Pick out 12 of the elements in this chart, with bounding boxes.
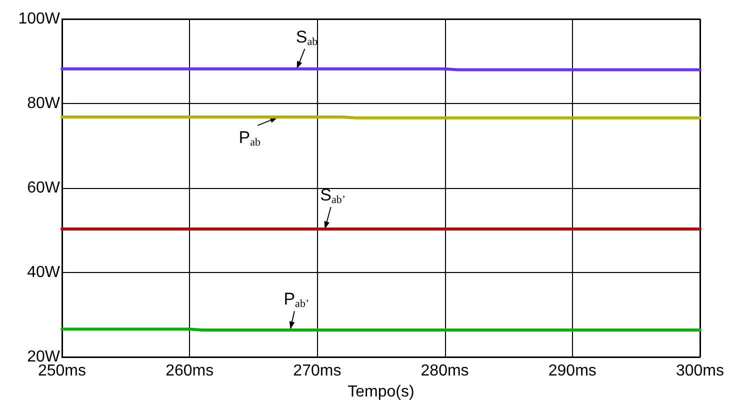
x-axis-title: Tempo(s)	[348, 383, 414, 400]
x-tick-label: 250ms	[38, 362, 86, 380]
y-tick-label: 80W	[27, 95, 61, 112]
x-tick-label: 300ms	[676, 362, 724, 380]
x-tick-label: 280ms	[420, 362, 469, 380]
y-tick-label: 100W	[18, 10, 61, 28]
x-tick-label: 260ms	[166, 362, 214, 380]
y-tick-label: 20W	[27, 348, 61, 366]
x-tick-label: 290ms	[548, 362, 596, 380]
x-tick-label: 270ms	[293, 362, 342, 380]
y-tick-label: 40W	[27, 264, 61, 281]
y-tick-label: 60W	[27, 180, 61, 196]
